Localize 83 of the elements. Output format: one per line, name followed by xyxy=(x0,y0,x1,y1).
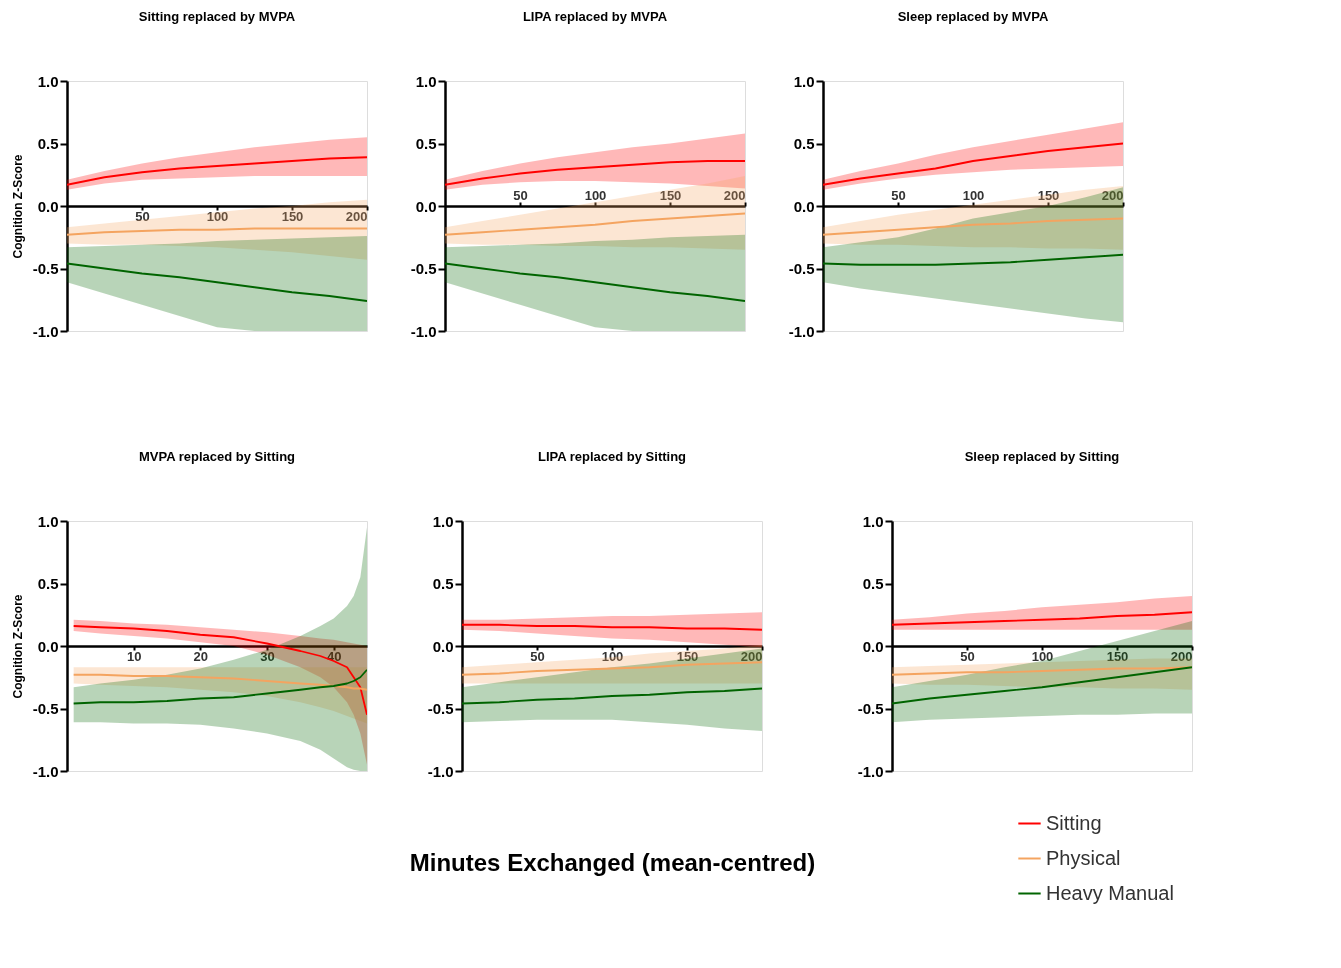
x-tick-label: 50 xyxy=(135,208,150,224)
x-tick-label: 200 xyxy=(1170,648,1193,664)
x-tick-label: 150 xyxy=(281,208,304,224)
y-tick-label: 0.0 xyxy=(37,637,59,655)
chart-title: Sitting replaced by MVPA xyxy=(138,9,296,24)
y-tick-label: -0.5 xyxy=(32,700,59,717)
y-tick-label: 0.5 xyxy=(793,135,815,152)
x-tick-label: 50 xyxy=(513,187,528,203)
y-tick-label: -0.5 xyxy=(32,260,59,277)
line-series xyxy=(823,253,1123,266)
chart-title: LIPA replaced by MVPA xyxy=(522,9,668,24)
y-tick-label: -1.0 xyxy=(427,762,454,780)
x-tick-label: 50 xyxy=(530,648,545,664)
y-tick-label: -0.5 xyxy=(410,260,437,277)
line-series xyxy=(72,625,367,716)
y-tick-label: 0.5 xyxy=(37,575,59,592)
legend-label: Physical xyxy=(1046,846,1121,869)
y-tick-label: -0.5 xyxy=(788,260,815,277)
line-series xyxy=(462,661,762,676)
y-tick-label: 0.0 xyxy=(432,637,454,655)
y-tick-label: 0.5 xyxy=(37,135,59,152)
line-series xyxy=(823,142,1123,186)
y-tick-label: 0.5 xyxy=(432,575,454,592)
legend-label: Sitting xyxy=(1046,811,1102,834)
x-tick-label: 100 xyxy=(1031,648,1054,664)
chart-title: LIPA replaced by Sitting xyxy=(537,449,687,464)
y-axis-title: Cognition Z-Score xyxy=(10,154,25,259)
line-series xyxy=(67,262,367,302)
line-series xyxy=(892,666,1192,676)
line-series xyxy=(892,611,1192,626)
y-tick-label: 1.0 xyxy=(415,72,437,90)
line-series xyxy=(462,687,762,705)
chart-title: MVPA replaced by Sitting xyxy=(138,449,296,464)
y-tick-label: 1.0 xyxy=(862,512,884,530)
line-series xyxy=(67,227,367,236)
x-tick-label: 200 xyxy=(723,187,746,203)
legend-label: Heavy Manual xyxy=(1046,881,1174,904)
chart-title: Sleep replaced by Sitting xyxy=(964,449,1120,464)
line-series xyxy=(72,673,367,691)
y-tick-label: -1.0 xyxy=(32,322,59,340)
x-tick-label: 10 xyxy=(126,648,142,664)
y-tick-label: 0.0 xyxy=(862,637,884,655)
x-tick-label: 150 xyxy=(659,187,682,203)
x-axis-title: Minutes Exchanged (mean-centred) xyxy=(409,848,816,876)
y-tick-label: 0.0 xyxy=(37,197,59,215)
y-tick-label: -1.0 xyxy=(788,322,815,340)
y-tick-label: 1.0 xyxy=(793,72,815,90)
y-tick-label: -0.5 xyxy=(427,700,454,717)
x-tick-label: 200 xyxy=(1101,187,1124,203)
x-tick-label: 30 xyxy=(260,648,275,664)
x-tick-label: 100 xyxy=(601,648,624,664)
y-tick-label: -1.0 xyxy=(32,762,59,780)
x-tick-label: 100 xyxy=(962,187,985,203)
y-tick-label: 0.0 xyxy=(793,197,815,215)
chart-title: Sleep replaced by MVPA xyxy=(897,9,1049,24)
line-series xyxy=(892,666,1192,705)
y-tick-label: 1.0 xyxy=(37,72,59,90)
x-tick-label: 200 xyxy=(345,208,368,224)
x-tick-label: 50 xyxy=(891,187,906,203)
x-tick-label: 100 xyxy=(206,208,229,224)
line-series xyxy=(823,217,1123,236)
y-tick-label: 0.0 xyxy=(415,197,437,215)
y-tick-label: 0.5 xyxy=(415,135,437,152)
x-tick-label: 150 xyxy=(1106,648,1129,664)
x-tick-label: 20 xyxy=(193,648,209,664)
y-tick-label: -0.5 xyxy=(857,700,884,717)
x-tick-label: 100 xyxy=(584,187,607,203)
x-tick-label: 50 xyxy=(960,648,975,664)
line-series xyxy=(72,668,367,705)
x-tick-label: 150 xyxy=(1037,187,1060,203)
y-axis-title: Cognition Z-Score xyxy=(10,594,25,699)
x-tick-label: 200 xyxy=(740,648,763,664)
y-tick-label: -1.0 xyxy=(410,322,437,340)
x-tick-label: 150 xyxy=(676,648,699,664)
line-series xyxy=(445,262,745,302)
y-tick-label: 1.0 xyxy=(432,512,454,530)
line-series xyxy=(445,212,745,236)
y-tick-label: 0.5 xyxy=(862,575,884,592)
y-tick-label: 1.0 xyxy=(37,512,59,530)
line-series xyxy=(67,156,367,186)
y-tick-label: -1.0 xyxy=(857,762,884,780)
x-tick-label: 40 xyxy=(326,648,342,664)
line-series xyxy=(445,160,745,186)
